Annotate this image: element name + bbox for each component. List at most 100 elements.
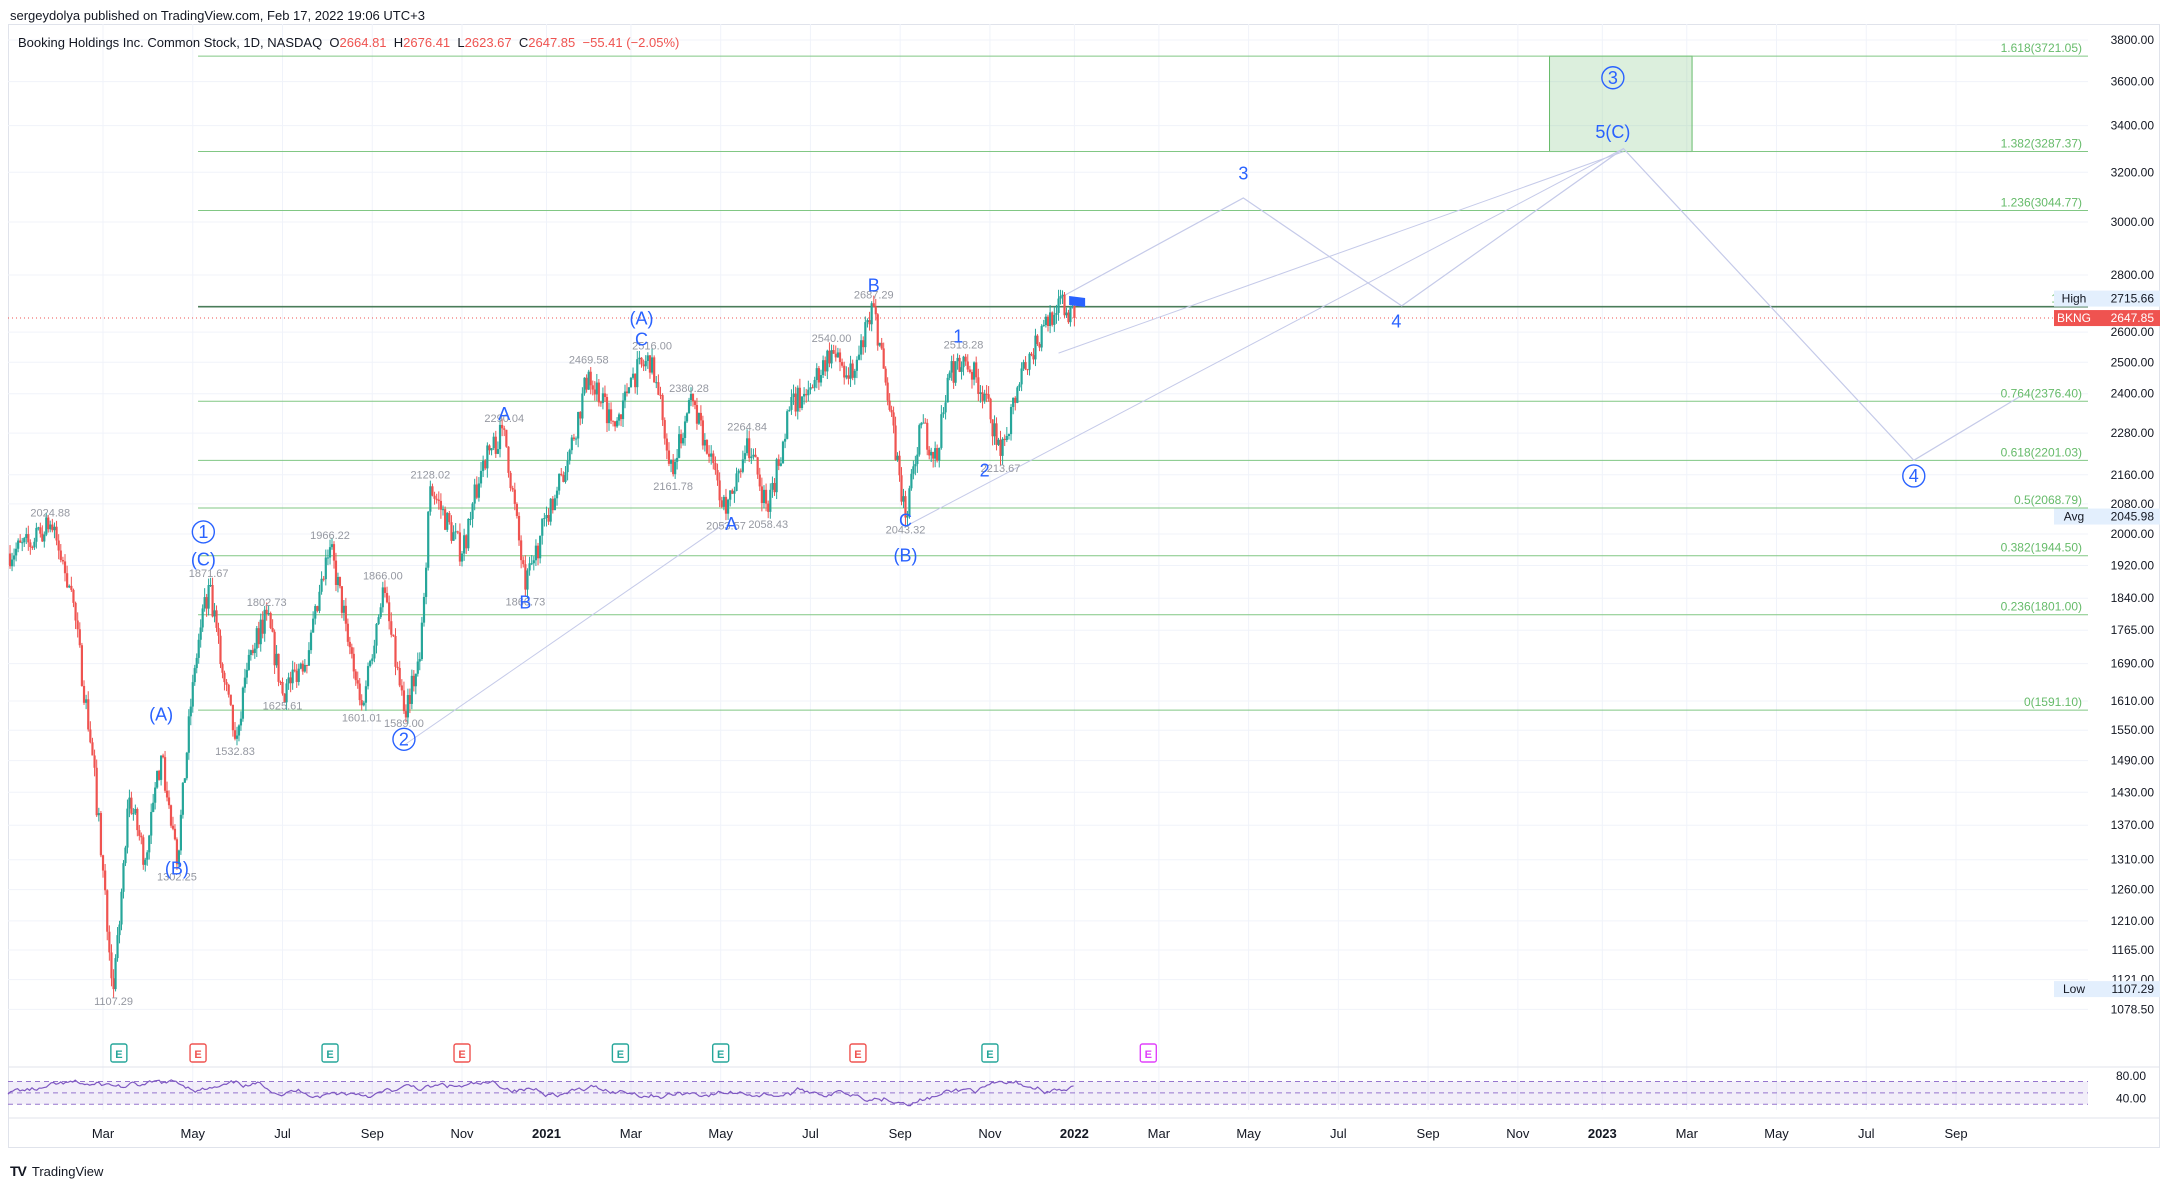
candle-body [492,436,495,449]
wave-label: B [868,276,880,296]
candle-body [750,456,753,459]
candle-body [1040,326,1043,348]
wave-label: C [635,330,648,350]
candle-body [17,540,20,549]
candle-body [31,547,34,549]
wave-label: (B) [165,859,189,879]
candle-body [786,411,789,439]
candle-body [910,473,913,489]
swing-price-label: 1601.01 [342,712,382,724]
candle-body [983,393,986,401]
candle-body [484,460,487,469]
candle-body [249,650,252,655]
candle-body [134,809,137,814]
candle-body [756,457,759,475]
candle-body [695,405,699,424]
candle-body [960,367,963,372]
candle-body [924,422,927,424]
candle-body [33,541,36,548]
candle-body [574,438,578,440]
candle-body [19,540,22,543]
candle-body [1034,335,1037,360]
price-axis-tick-label: 3800.00 [2111,33,2155,47]
candle-body [85,699,88,703]
candle-body [764,489,768,504]
candle-body [78,629,81,646]
candle-body [439,500,442,510]
fib-level-label: 0.236(1801.00) [2001,600,2082,614]
candle-body [82,685,86,703]
price-axis-tick-label: 2500.00 [2111,355,2155,369]
candle-body [991,419,994,437]
candle-body [350,647,353,654]
legend-low-label: L [457,35,465,50]
price-axis-tick-label: 1310.00 [2111,853,2155,867]
candle-body [51,524,54,531]
candle-body [572,437,576,440]
candle-body [601,393,605,404]
candle-body [707,453,711,457]
candle-body [888,400,891,410]
candle-body [410,675,413,704]
footer-brand[interactable]: TV TradingView [10,1163,103,1179]
candle-body [309,632,313,651]
candle-body [1001,438,1004,456]
candle-body [985,393,988,395]
candle-body [886,382,889,401]
candle-body [295,670,298,682]
fib-level-label: 0.764(2376.40) [2001,386,2082,400]
candle-body [87,699,90,730]
candle-body [231,704,234,731]
candle-body [720,500,723,507]
candle-body [530,563,533,565]
candle-body [509,472,512,489]
candle-body [830,350,833,364]
candle-body [539,535,542,559]
candle-body [41,533,44,542]
candle-body [463,535,466,554]
candle-body [467,518,470,549]
candle-body [964,356,967,362]
candle-body [1028,353,1031,370]
time-axis-tick-label: May [180,1126,205,1141]
candle-body [1012,397,1015,407]
candle-body [896,455,899,460]
wave-guide-line [403,522,727,746]
time-axis-tick-label: 2023 [1588,1126,1617,1141]
candle-body [76,620,79,630]
wave-label: 1 [198,522,208,542]
candle-body [847,375,850,379]
candle-body [1030,353,1033,356]
candle-body [792,393,795,398]
candle-body [66,573,69,588]
candle-body [794,393,797,412]
candle-body [104,870,107,891]
wave-label: (C) [191,549,216,569]
candle-body [914,464,917,467]
candle-body [1026,369,1029,371]
candle-body [330,544,334,548]
candle-body [882,348,885,369]
price-axis-tick-label: 3600.00 [2111,75,2155,89]
candle-body [346,623,349,642]
candle-body [269,613,272,628]
candle-body [773,482,776,493]
candle-body [110,952,113,979]
candle-body [173,828,177,840]
candle-body [25,534,28,539]
candle-body [253,648,256,654]
candle-body [999,439,1002,456]
candle-body [817,368,820,383]
candle-body [857,354,861,360]
candle-body [878,342,881,346]
candle-body [693,401,697,406]
swing-price-label: 2128.02 [410,469,450,481]
candle-body [126,808,129,848]
candle-body [201,608,204,628]
candle-body [975,362,978,378]
wave-circle-marker [1902,464,1926,488]
candle-body [281,682,284,694]
candle-body [726,499,730,514]
wave-label: A [498,404,510,424]
